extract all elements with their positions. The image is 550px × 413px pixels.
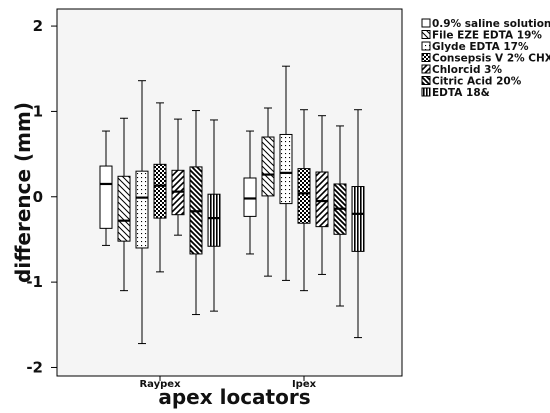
legend-label: Consepsis V 2% CHX [432,53,550,65]
y-tick-label: 0 [33,188,43,206]
box-iqr [117,175,131,242]
y-tick-label: -1 [26,273,43,291]
y-tick-label: 1 [33,102,43,120]
box-raypex-6 [207,119,221,312]
legend-label: Glyde EDTA 17% [432,41,529,53]
y-tick-label: -2 [26,358,43,376]
y-axis: -2 -1 0 1 2 [26,17,57,376]
legend-item: 0.9% saline solution [421,18,550,30]
x-axis-title: apex locators [158,385,310,409]
box-raypex-0 [99,130,113,246]
box-ipex-5 [333,125,347,307]
y-axis-title: difference (mm) [11,102,35,283]
box-iqr [135,170,149,249]
legend-label: File EZE EDTA 19% [432,30,542,42]
box-raypex-1 [117,117,131,292]
box-raypex-2 [135,80,149,345]
y-tick-label: 2 [33,17,43,35]
box-iqr [315,171,329,228]
legend-swatch [421,64,431,74]
legend-swatch [421,76,431,85]
legend-label: Citric Acid 20% [432,76,522,88]
box-ipex-3 [297,109,311,292]
box-iqr [297,168,311,224]
x-category-label: Ipex [292,379,317,390]
legend-item: Citric Acid 20% [421,76,522,88]
legend-swatch [421,87,431,97]
legend-item: File EZE EDTA 19% [421,30,542,42]
legend-item: EDTA 18& [421,87,490,99]
legend-label: 0.9% saline solution [432,18,550,30]
box-iqr [99,165,113,229]
legend-item: Glyde EDTA 17% [421,41,529,53]
box-ipex-4 [315,115,329,275]
legend-swatch [421,41,431,51]
box-raypex-4 [171,118,185,236]
box-iqr [207,193,221,247]
legend-item: Chlorcid 3% [421,64,502,76]
legend-swatch [421,30,431,39]
box-ipex-2 [279,65,293,281]
box-iqr [243,177,257,217]
box-raypex-3 [153,102,167,273]
box-iqr [351,186,365,252]
legend-swatch [421,53,431,62]
legend-swatch [421,18,431,28]
box-ipex-6 [351,109,365,339]
box-raypex-5 [189,110,203,316]
box-iqr [279,133,293,205]
legend-item: Consepsis V 2% CHX [421,53,550,65]
box-ipex-0 [243,130,257,255]
box-ipex-1 [261,107,275,277]
x-axis: Raypex Ipex [139,376,317,390]
boxplot-series [99,65,365,345]
box-iqr [153,163,167,219]
legend-label: EDTA 18& [432,87,490,99]
x-category-label: Raypex [139,379,181,390]
legend-label: Chlorcid 3% [432,64,502,76]
box-iqr [261,136,275,197]
